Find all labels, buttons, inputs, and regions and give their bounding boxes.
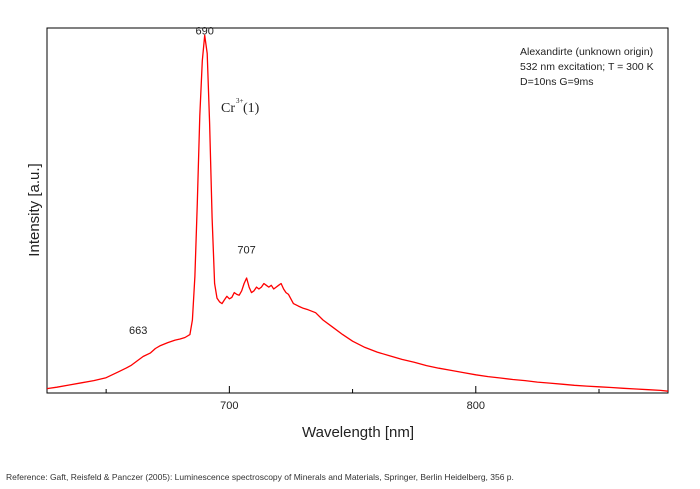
spectrum-line: [46, 34, 669, 392]
info-line-3: D=10ns G=9ms: [520, 76, 594, 88]
reference-note: Reference: Gaft, Reisfeld & Panczer (200…: [6, 472, 514, 482]
ion-label-suffix: (1): [243, 101, 260, 116]
x-axis-title: Wavelength [nm]: [302, 424, 414, 441]
peak-label: 707: [237, 245, 255, 257]
y-axis-title: Intensity [a.u.]: [26, 163, 43, 256]
x-tick-label: 800: [467, 400, 485, 412]
ion-label-base: Cr: [221, 101, 235, 116]
peak-labels: 690 707 663: [129, 26, 256, 337]
plot-frame: [46, 27, 669, 394]
axis-ticks: 700 800: [105, 386, 600, 412]
peak-label: 690: [196, 26, 214, 38]
ion-label-sup: 3+: [236, 97, 244, 105]
info-line-1: Alexandirte (unknown origin): [520, 46, 653, 58]
info-box: Alexandirte (unknown origin) 532 nm exci…: [520, 46, 654, 88]
ion-label: Cr 3+ (1): [221, 97, 260, 116]
peak-label: 663: [129, 325, 147, 337]
spectrum-chart: 700 800 Wavelength [nm] Intensity [a.u.] …: [26, 26, 669, 441]
x-tick-label: 700: [220, 400, 238, 412]
info-line-2: 532 nm excitation; T = 300 K: [520, 61, 654, 73]
